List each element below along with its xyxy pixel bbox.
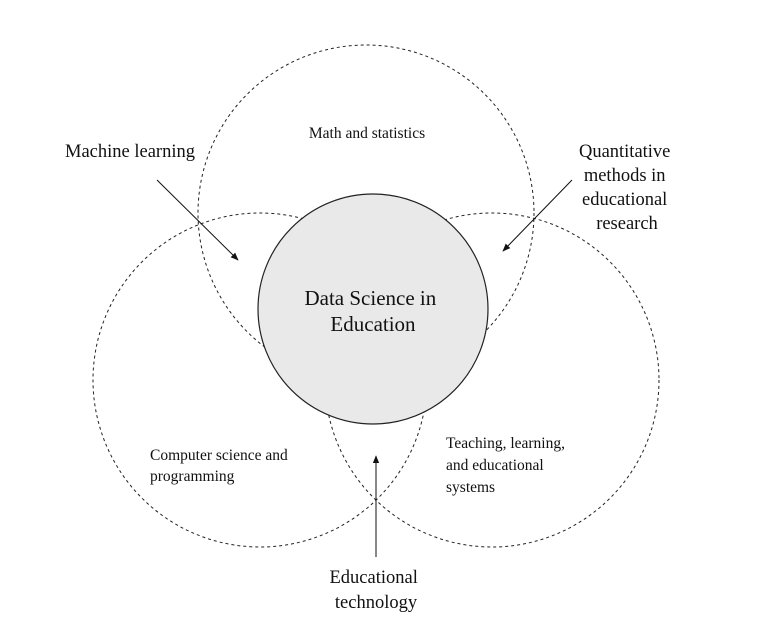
intersection-label-educational-technology: Educational technology <box>330 568 423 613</box>
region-label-math-statistics: Math and statistics <box>309 125 425 142</box>
intersection-label-line: research <box>596 214 658 234</box>
intersection-label-line: Educational <box>330 568 418 588</box>
center-label-line: Data Science in <box>304 286 436 310</box>
region-label-computer-science: Computer science and programming <box>150 447 292 485</box>
center-label: Data Science in Education <box>304 286 441 336</box>
center-circle <box>257 193 489 425</box>
region-label-line: systems <box>446 479 495 496</box>
arrow-quantitative-methods <box>502 179 573 252</box>
intersection-label-machine-learning: Machine learning <box>65 142 195 162</box>
region-label-line: and educational <box>446 457 544 474</box>
circle-math-statistics <box>197 44 535 382</box>
arrow-machine-learning <box>156 179 239 261</box>
intersection-label-quantitative-methods: Quantitative methods in educational rese… <box>579 142 675 234</box>
region-label-line: Teaching, learning, <box>446 435 565 452</box>
center-label-line: Education <box>330 312 416 336</box>
intersection-label-line: technology <box>335 593 418 613</box>
intersection-label-line: educational <box>582 190 667 210</box>
region-label-line: programming <box>150 468 235 485</box>
intersection-label-line: Quantitative <box>579 142 670 162</box>
region-label-teaching-learning: Teaching, learning, and educational syst… <box>446 435 569 496</box>
region-label-line: Computer science and <box>150 447 288 464</box>
intersection-label-line: methods in <box>584 166 666 186</box>
